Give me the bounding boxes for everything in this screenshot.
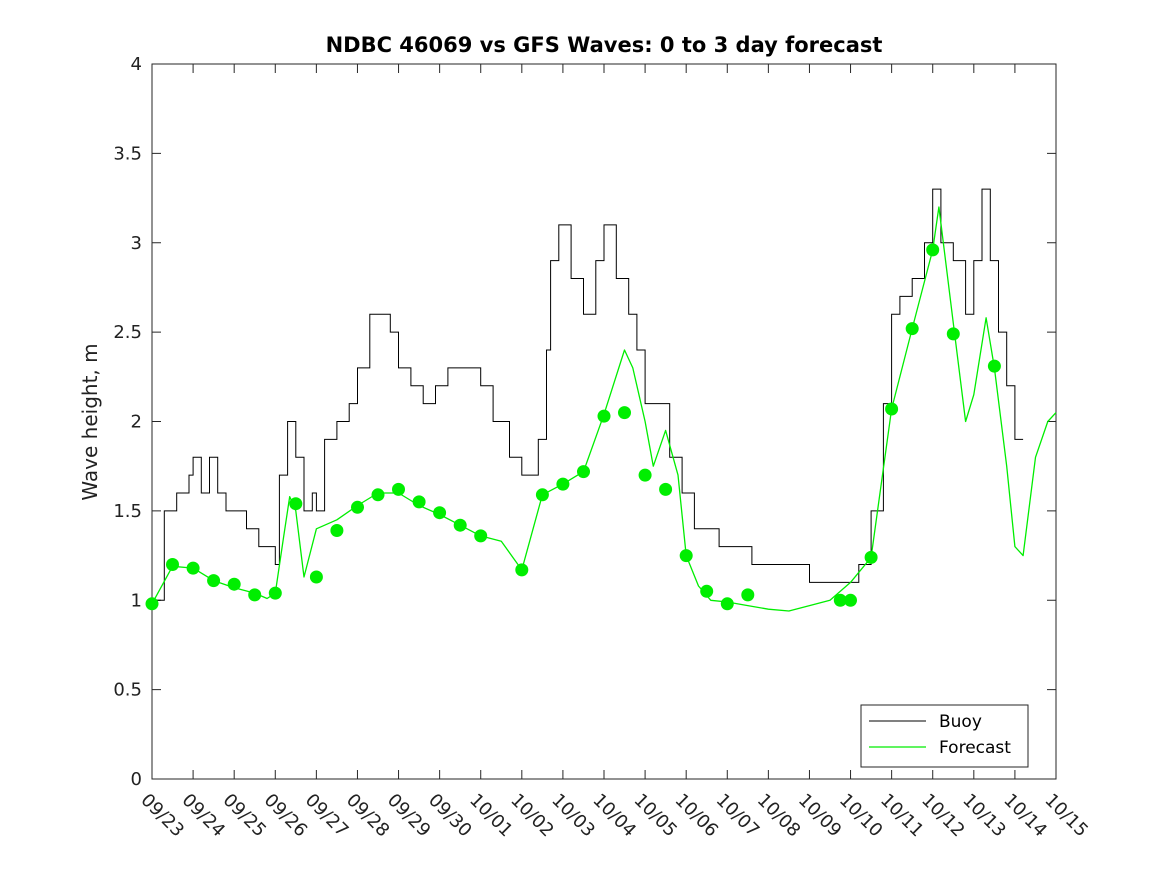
x-tick-label: 09/25 [219, 790, 271, 842]
forecast-marker [453, 518, 467, 532]
y-axis-label: Wave height, m [78, 343, 102, 500]
forecast-marker [309, 570, 323, 584]
forecast-marker [248, 588, 262, 602]
forecast-marker [207, 574, 221, 588]
y-tick-label: 3 [131, 233, 142, 254]
forecast-marker [535, 488, 549, 502]
x-tick-label: 10/06 [671, 790, 723, 842]
forecast-marker [351, 500, 364, 514]
y-tick-label: 0.5 [113, 680, 142, 701]
legend-box [860, 704, 1029, 768]
y-tick-label: 3.5 [113, 143, 142, 164]
forecast-marker [433, 506, 447, 520]
forecast-marker [618, 406, 631, 420]
forecast-marker [412, 495, 426, 509]
x-tick-label: 10/13 [958, 790, 1010, 842]
chart-title: NDBC 46069 vs GFS Waves: 0 to 3 day fore… [326, 33, 883, 57]
forecast-marker [741, 588, 755, 602]
x-tick-label: 09/23 [136, 790, 188, 842]
x-tick-label: 09/28 [342, 790, 394, 842]
forecast-series-line [151, 206, 1057, 612]
forecast-marker [885, 402, 899, 416]
x-tick-label: 09/26 [260, 790, 312, 842]
forecast-marker [289, 497, 303, 511]
forecast-marker [833, 593, 847, 607]
x-tick-label: 10/11 [876, 790, 928, 842]
y-tick-label: 2.5 [113, 322, 142, 343]
forecast-marker [556, 477, 570, 491]
x-tick-label: 10/15 [1040, 790, 1092, 842]
x-tick-label: 09/27 [301, 790, 353, 842]
forecast-marker [864, 550, 878, 564]
forecast-marker [679, 549, 693, 563]
y-tick-label: 1.5 [113, 501, 142, 522]
y-tick-label: 2 [131, 412, 142, 433]
x-tick-label: 10/04 [588, 790, 640, 842]
x-tick-label: 10/07 [712, 790, 764, 842]
x-tick-label: 09/29 [383, 790, 435, 842]
x-tick-label: 10/05 [630, 790, 682, 842]
forecast-marker [926, 243, 940, 257]
legend: Buoy Forecast [860, 704, 1029, 768]
forecast-marker [515, 563, 529, 577]
forecast-marker [700, 584, 714, 598]
forecast-marker [844, 593, 857, 607]
forecast-marker [720, 597, 734, 611]
forecast-marker [330, 524, 344, 537]
buoy-series-line [152, 188, 1024, 601]
forecast-marker [597, 409, 611, 423]
x-tick-label: 09/30 [424, 790, 476, 842]
forecast-marker [227, 577, 241, 591]
y-tick-label: 4 [131, 54, 142, 75]
forecast-marker [268, 586, 282, 600]
x-tick-label: 09/24 [178, 790, 230, 842]
x-tick-label: 10/10 [835, 790, 887, 842]
y-tick-label: 1 [131, 590, 142, 611]
x-tick-label: 10/14 [999, 790, 1051, 842]
x-tick-label: 10/09 [794, 790, 846, 842]
forecast-marker [905, 322, 919, 336]
series-layer [145, 188, 1057, 612]
x-tick-label: 10/08 [753, 790, 805, 842]
x-tick-label: 10/02 [506, 790, 558, 842]
x-tick-label: 10/03 [547, 790, 599, 842]
y-tick-label: 0 [131, 769, 142, 790]
legend-forecast-label: Forecast [939, 738, 1011, 758]
forecast-marker [577, 465, 590, 479]
forecast-marker [946, 327, 960, 341]
forecast-marker [166, 558, 179, 571]
forecast-marker [659, 482, 673, 496]
legend-buoy-label: Buoy [939, 712, 982, 732]
forecast-marker [987, 359, 1001, 373]
forecast-marker [392, 482, 405, 496]
forecast-marker [186, 561, 200, 575]
forecast-marker [371, 488, 385, 502]
forecast-marker [145, 597, 159, 611]
forecast-marker [638, 468, 652, 482]
x-tick-label: 10/01 [465, 790, 517, 842]
forecast-marker [474, 529, 488, 543]
x-tick-label: 10/12 [917, 790, 969, 842]
